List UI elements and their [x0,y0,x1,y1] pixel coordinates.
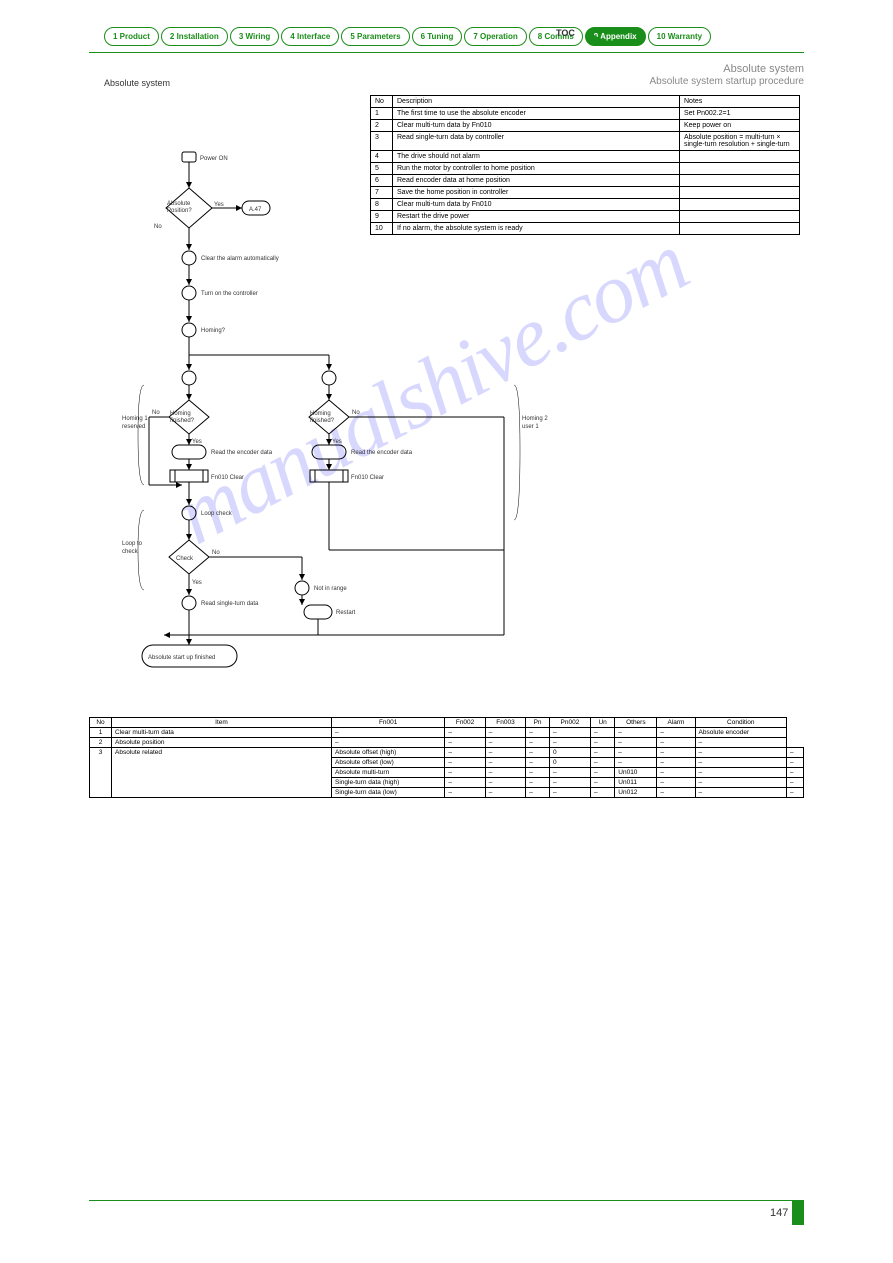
nav-btn-6[interactable]: 7 Operation [464,27,526,46]
svg-text:finished?: finished? [310,418,335,424]
svg-text:Homing 2: Homing 2 [522,416,548,422]
nav-btn-3[interactable]: 4 Interface [281,27,339,46]
nav-bar: 1 Product2 Installation3 Wiring4 Interfa… [104,27,804,46]
nav-arrow-icon: ▶ [592,30,603,47]
svg-text:Clear the alarm automatically: Clear the alarm automatically [201,256,279,262]
svg-text:Position?: Position? [167,208,192,214]
page-number: 147 [770,1207,788,1219]
section-sub: Absolute system startup procedure [649,76,804,87]
nav-btn-5[interactable]: 6 Tuning [412,27,463,46]
svg-text:Loop check: Loop check [201,511,233,517]
svg-text:Read the encoder data: Read the encoder data [351,450,413,456]
svg-text:No: No [154,224,162,230]
divider-bottom [89,1200,804,1201]
svg-text:Turn on the controller: Turn on the controller [201,291,258,297]
svg-text:Yes: Yes [332,439,342,445]
svg-text:No: No [352,410,360,416]
svg-text:Absolute start up finished: Absolute start up finished [148,655,215,661]
svg-text:Not in range: Not in range [314,586,347,592]
svg-text:user 1: user 1 [522,424,539,430]
nav-btn-2[interactable]: 3 Wiring [230,27,279,46]
svg-text:Loop to: Loop to [122,541,143,547]
svg-text:finished?: finished? [170,418,195,424]
svg-text:Read single-turn data: Read single-turn data [201,601,259,607]
svg-text:Read the encoder data: Read the encoder data [211,450,273,456]
svg-text:Absolute: Absolute [167,201,191,207]
svg-text:Restart: Restart [336,610,356,616]
svg-text:Homing 1: Homing 1 [122,416,148,422]
svg-text:A.47: A.47 [249,207,262,213]
divider-top [89,52,804,53]
section-main: Absolute system [723,63,804,75]
table-params: NoItemFn001Fn002Fn003PnPn002UnOthersAlar… [89,717,804,798]
svg-text:Yes: Yes [192,580,202,586]
svg-text:Yes: Yes [192,439,202,445]
svg-text:Homing?: Homing? [201,328,226,334]
nav-btn-1[interactable]: 2 Installation [161,27,228,46]
subsection-label: Absolute system [104,78,170,88]
svg-text:reserved: reserved [122,424,145,430]
svg-text:Yes: Yes [214,202,224,208]
svg-text:Homing: Homing [170,411,191,417]
svg-text:Check: Check [176,556,194,562]
svg-text:Power ON: Power ON [200,156,228,162]
nav-btn-4[interactable]: 5 Parameters [341,27,409,46]
svg-text:Homing: Homing [310,411,331,417]
svg-text:Fn010 Clear: Fn010 Clear [351,475,384,481]
svg-text:No: No [212,550,220,556]
nav-btn-0[interactable]: 1 Product [104,27,159,46]
svg-text:check: check [122,549,139,555]
table-alarm: NoDescriptionNotes 1The first time to us… [370,95,800,235]
svg-text:Fn010 Clear: Fn010 Clear [211,475,244,481]
svg-text:No: No [152,410,160,416]
nav-btn-9[interactable]: 10 Warranty [648,27,712,46]
page-bar [792,1200,804,1225]
toc-label[interactable]: TOC [556,28,575,38]
